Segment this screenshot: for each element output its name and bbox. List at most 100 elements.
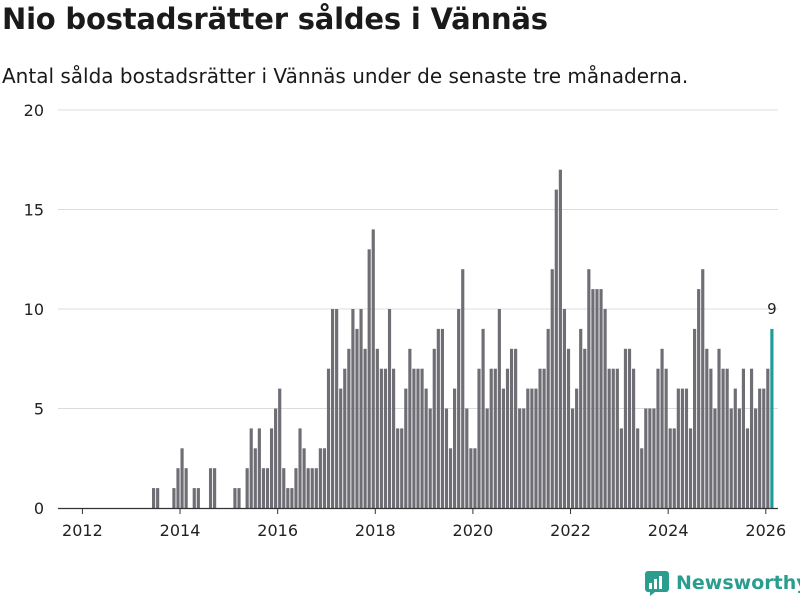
bar <box>269 428 274 508</box>
bar <box>762 388 766 508</box>
bar <box>152 488 156 508</box>
bar <box>697 289 701 508</box>
bar <box>518 408 522 508</box>
bar <box>192 488 196 508</box>
bar <box>737 408 741 508</box>
y-tick-label-10: 10 <box>24 300 44 319</box>
bar <box>392 368 396 508</box>
bar <box>371 229 375 508</box>
bar <box>245 468 249 508</box>
bar <box>684 388 689 508</box>
bar <box>623 348 628 508</box>
bar <box>237 488 241 508</box>
x-tick-label-2012: 2012 <box>62 521 103 540</box>
bar <box>721 368 725 508</box>
bar <box>294 468 298 508</box>
bar <box>156 488 160 508</box>
bar <box>709 368 713 508</box>
bar <box>493 368 497 508</box>
bar <box>363 348 367 508</box>
bar <box>318 448 322 508</box>
bar <box>453 388 457 508</box>
page-title: Nio bostadsrätter såldes i Vännäs <box>2 2 548 36</box>
x-tick-label-2018: 2018 <box>355 521 396 540</box>
bar <box>379 368 383 508</box>
x-tick-label-2026: 2026 <box>745 521 786 540</box>
bar <box>326 368 331 508</box>
bar <box>587 269 591 508</box>
bar <box>310 468 314 508</box>
bar <box>172 488 176 508</box>
bar <box>672 428 676 508</box>
bar <box>436 328 440 508</box>
bar <box>322 448 327 508</box>
bar <box>461 269 465 508</box>
bar <box>591 289 595 508</box>
bar <box>656 368 660 508</box>
bar <box>583 348 587 508</box>
bar <box>387 309 392 508</box>
bar <box>314 468 318 508</box>
bar <box>290 488 294 508</box>
bar <box>485 408 489 508</box>
bar <box>477 368 481 508</box>
bar <box>213 468 217 508</box>
bar <box>465 408 469 508</box>
bar <box>509 348 514 508</box>
bar <box>253 448 257 508</box>
bar <box>400 428 404 508</box>
bar <box>298 428 302 508</box>
bar <box>514 348 518 508</box>
bar <box>180 448 184 508</box>
bar <box>530 388 534 508</box>
bar <box>375 348 379 508</box>
bar <box>306 468 310 508</box>
bar <box>196 488 200 508</box>
bar <box>420 368 424 508</box>
bar <box>184 468 188 508</box>
bar <box>627 348 632 508</box>
bar <box>680 388 684 508</box>
brand-logo: Newsworthy <box>644 570 800 596</box>
bar <box>668 428 672 508</box>
bar <box>538 368 542 508</box>
bar <box>286 488 290 508</box>
bar <box>595 289 599 508</box>
y-tick-label-0: 0 <box>34 499 44 518</box>
bar <box>579 328 583 508</box>
bar <box>278 388 282 508</box>
bar <box>729 408 733 508</box>
x-tick-label-2014: 2014 <box>160 521 201 540</box>
bar <box>383 368 388 508</box>
bar <box>542 368 546 508</box>
bar <box>725 368 729 508</box>
bar <box>607 368 611 508</box>
bar <box>652 408 656 508</box>
bar <box>265 468 270 508</box>
bar <box>412 368 416 508</box>
bar-latest <box>770 328 774 508</box>
bar <box>660 348 664 508</box>
bar <box>176 468 180 508</box>
bar <box>367 249 371 509</box>
bar <box>444 408 449 508</box>
bar <box>717 348 721 508</box>
bar <box>705 348 709 508</box>
y-tick-label-20: 20 <box>24 101 44 120</box>
bar <box>632 368 636 508</box>
bar <box>274 408 278 508</box>
bar <box>396 428 400 508</box>
bar <box>335 309 339 508</box>
bar <box>249 428 253 508</box>
y-tick-label-15: 15 <box>24 201 44 220</box>
bar <box>636 428 640 508</box>
brand-name: Newsworthy <box>676 572 800 594</box>
bar <box>701 269 705 508</box>
bar <box>713 408 717 508</box>
bar <box>566 348 571 508</box>
x-tick-label-2022: 2022 <box>550 521 591 540</box>
bar <box>497 309 501 508</box>
data-label-latest: 9 <box>767 300 777 318</box>
x-tick-label-2024: 2024 <box>648 521 689 540</box>
bar <box>233 488 237 508</box>
